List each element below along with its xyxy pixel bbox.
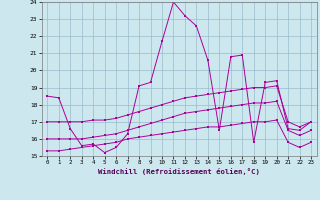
- X-axis label: Windchill (Refroidissement éolien,°C): Windchill (Refroidissement éolien,°C): [98, 168, 260, 175]
